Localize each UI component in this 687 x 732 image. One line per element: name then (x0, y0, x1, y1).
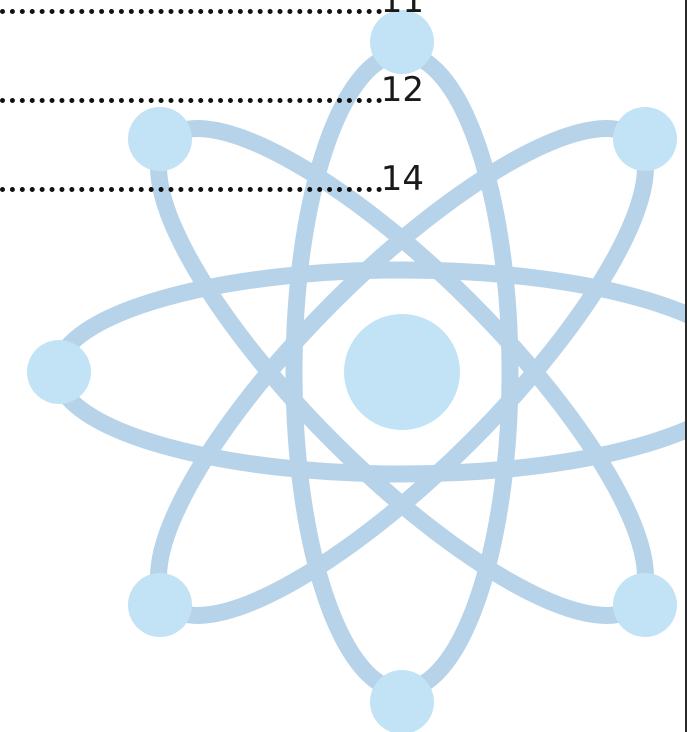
toc-entry[interactable]: 14 (0, 162, 430, 196)
toc-page-number: 14 (380, 159, 424, 199)
electron-top-right (613, 107, 677, 171)
electron-top (370, 10, 434, 74)
atom-particles (27, 10, 677, 732)
toc-entry[interactable]: 11 (0, 0, 430, 18)
toc-leader-dots (0, 187, 382, 192)
electron-bottom (370, 670, 434, 732)
toc-page-number: 11 (380, 0, 424, 21)
page-edge-border (685, 0, 687, 732)
electron-bottom-right (613, 573, 677, 637)
toc-leader-dots (0, 98, 382, 103)
toc-page-number: 12 (380, 70, 424, 110)
electron-bottom-left (128, 573, 192, 637)
electron-left (27, 340, 91, 404)
electron-top-left (128, 107, 192, 171)
toc-leader-dots (0, 9, 382, 14)
nucleus (344, 314, 460, 430)
toc-entry[interactable]: 12 (0, 73, 430, 107)
